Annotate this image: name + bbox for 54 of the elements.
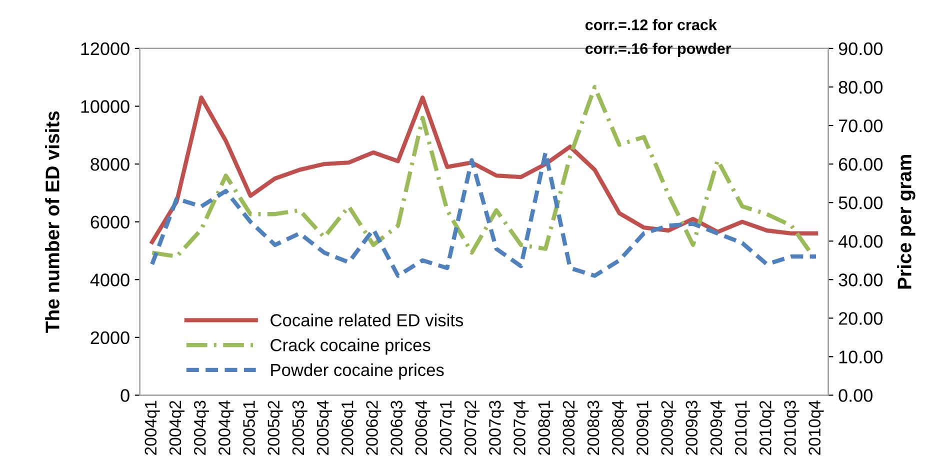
y2-tick-label: 20.00 [838, 312, 883, 325]
x-tick-label: 2008q1 [538, 400, 554, 455]
x-tick-label: 2007q4 [514, 400, 529, 455]
y-tick-label: 12000 [81, 42, 130, 56]
annotation: corr.=.16 for powder [585, 42, 732, 57]
y2-tick-label: 10.00 [839, 350, 883, 364]
x-tick-label: 2004q1 [144, 400, 160, 455]
y-tick-label: 8000 [90, 158, 130, 171]
y2-tick-label: 0.00 [838, 389, 872, 402]
x-tick-label: 2010q3 [784, 400, 800, 455]
x-tick-label: 2009q2 [661, 400, 676, 455]
x-tick-label: 2006q2 [366, 400, 382, 455]
x-tick-label: 2005q2 [268, 400, 283, 455]
x-tick-label: 2005q4 [316, 400, 332, 455]
y2-tick-label: 70.00 [838, 119, 883, 132]
y-tick-label: 10000 [81, 100, 130, 113]
legend-label: Cocaine related ED visits [270, 314, 464, 326]
y2-tick-label: 90.00 [838, 42, 883, 56]
y2-tick-label: 40.00 [838, 235, 883, 248]
text: corr.=.12 for crack [585, 19, 717, 30]
x-tick-label: 2009q3 [686, 400, 701, 455]
x-tick-label: 2004q2 [169, 400, 184, 455]
x-tick-label: 2004q4 [218, 400, 234, 455]
y2-tick-label: 80.00 [838, 80, 883, 94]
y-axis-title: The number of ED visits [45, 111, 60, 333]
legend-label: Crack cocaine prices [270, 338, 430, 355]
x-tick-label: 2005q3 [292, 400, 308, 455]
x-tick-label: 2008q3 [587, 400, 602, 455]
y-tick-label: 0 [120, 389, 130, 402]
y-tick-label: 4000 [90, 274, 130, 286]
x-tick-label: 2009q1 [636, 400, 652, 455]
x-tick-label: 2008q2 [562, 400, 578, 455]
y2-axis-title: Price per gram [897, 154, 916, 289]
x-tick-label: 2007q3 [489, 400, 504, 455]
y-tick-label: 6000 [90, 216, 130, 229]
x-tick-label: 2007q2 [464, 400, 480, 455]
x-tick-label: 2007q1 [440, 400, 455, 455]
y-tick-label: 2000 [90, 331, 130, 344]
x-tick-label: 2005q1 [243, 400, 258, 455]
x-tick-label: 2006q4 [415, 400, 430, 455]
y2-tick-label: 30.00 [838, 274, 883, 286]
line-series [150, 95, 818, 244]
x-tick-label: 2010q4 [808, 400, 824, 455]
x-tick-label: 2009q4 [710, 400, 726, 455]
x-tick-label: 2006q1 [341, 400, 357, 455]
legend-label: Powder cocaine prices [271, 363, 444, 380]
x-tick-label: 2010q2 [760, 400, 775, 455]
x-tick-label: 2004q3 [194, 400, 210, 455]
x-tick-label: 2006q3 [390, 400, 406, 455]
x-tick-label: 2008q4 [612, 400, 628, 455]
line-series [150, 150, 818, 278]
y2-tick-label: 60.00 [838, 158, 883, 171]
y2-tick-label: 50.00 [838, 196, 883, 210]
x-tick-label: 2010q1 [734, 400, 750, 455]
